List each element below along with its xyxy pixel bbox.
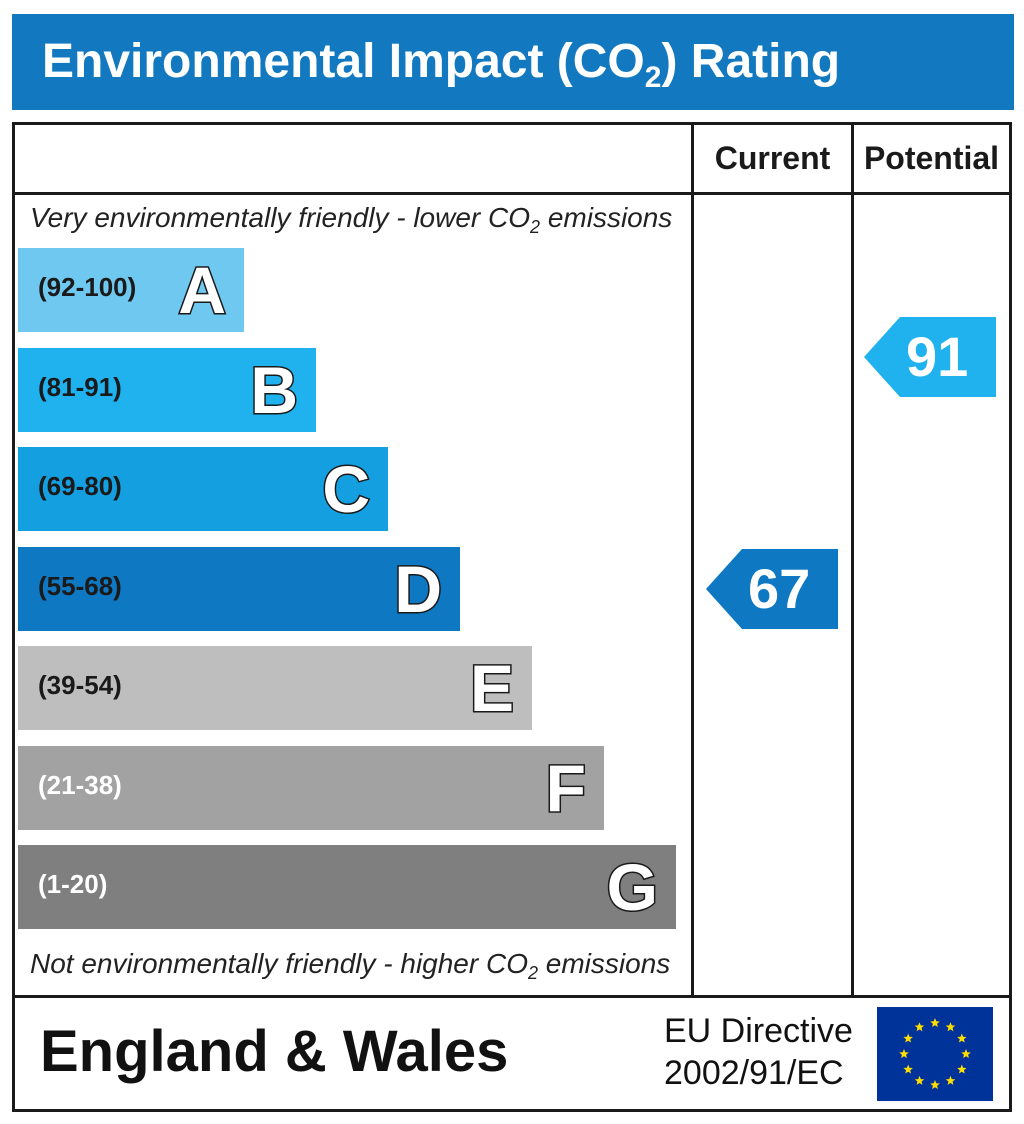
eu-star-icon [914,1022,925,1032]
top-note: Very environmentally friendly - lower CO… [30,202,673,237]
band-f: (21-38) F [18,745,604,830]
potential-column-header: Potential [863,140,1000,176]
bottom-note: Not environmentally friendly - higher CO… [30,948,671,983]
band-range-label: (39-54) [38,670,122,700]
band-a: (92-100) A [18,248,244,332]
band-letter: G [605,849,659,926]
header-divider [12,192,1012,195]
band-letter: C [321,451,372,528]
eu-star-icon [903,1064,913,1074]
eu-star-icon [903,1033,913,1043]
band-range-label: (21-38) [38,769,122,800]
directive-line-1: EU Directive [664,1012,853,1050]
footer-divider [12,995,1012,998]
directive-line-2: 2002/91/EC [664,1054,844,1092]
band-range-label: (81-91) [38,371,122,402]
band-range-label: (1-20) [38,869,108,899]
eu-star-icon [930,1080,940,1089]
band-letter: B [249,351,300,428]
eu-directive: EU Directive 2002/91/EC [664,1010,853,1094]
band-e: (39-54) E [18,646,532,730]
eu-star-icon [914,1075,925,1085]
band-d: (55-68) D [18,546,460,631]
band-g: (1-20) G [18,845,676,929]
title-bar: Environmental Impact (CO2) Rating [12,14,1014,110]
chart-title: Environmental Impact (CO2) Rating [42,35,841,94]
chart-frame [12,122,1012,1112]
band-letter: A [177,252,228,329]
band-range-label: (92-100) [38,272,137,302]
eu-star-icon [961,1049,971,1058]
potential-rating-value: 91 [906,324,969,388]
eu-star-icon [899,1049,909,1058]
potential-arrow-shape [864,316,996,397]
band-letter: F [544,749,587,826]
eu-stars [899,1018,971,1089]
band-c: (69-80) C [18,447,388,531]
eu-flag-icon [877,1007,993,1101]
current-arrow-shape [706,548,838,629]
eu-star-icon [945,1022,956,1032]
eu-star-icon [945,1075,956,1085]
band-letter: D [393,550,444,627]
current-column-header: Current [714,140,831,176]
potential-column-divider [851,122,854,998]
eu-star-icon [957,1064,967,1074]
eu-star-icon [957,1033,967,1043]
band-letter: E [468,650,515,727]
band-range-label: (69-80) [38,471,122,501]
current-rating-value: 67 [748,556,811,620]
region-label: England & Wales [40,1019,509,1084]
current-column-divider [691,122,694,998]
band-range-label: (55-68) [38,570,122,601]
eu-star-icon [930,1018,940,1027]
band-b: (81-91) B [18,347,316,432]
